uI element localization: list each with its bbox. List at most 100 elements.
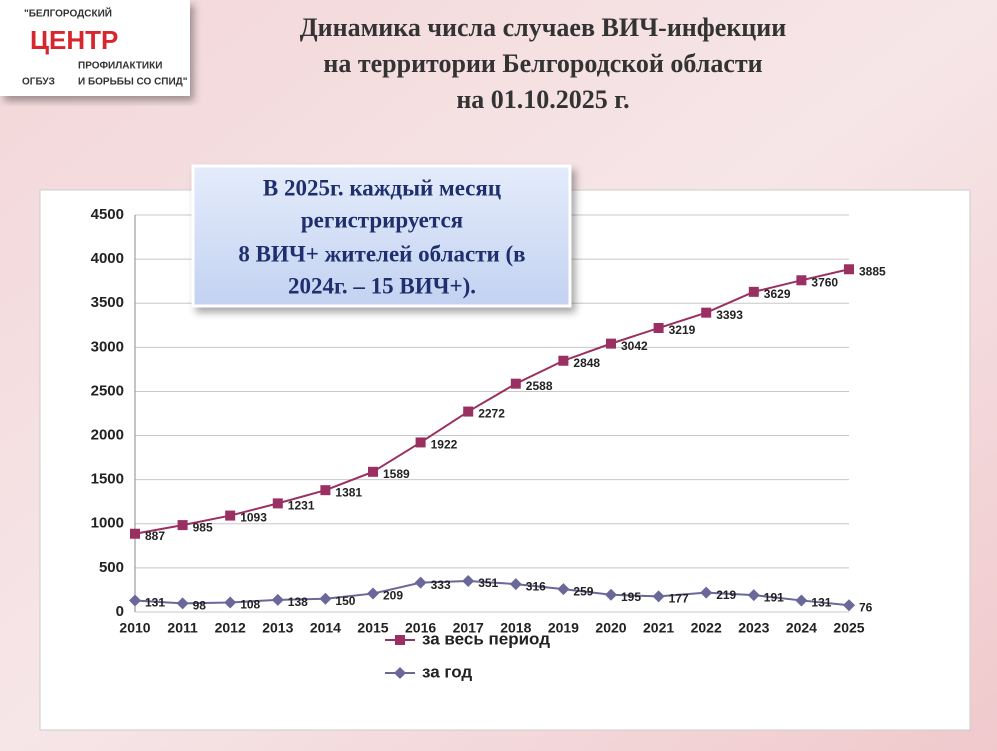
data-label: 3885: [859, 264, 886, 278]
data-point: [557, 583, 570, 596]
x-tick-label: 2018: [500, 620, 531, 636]
data-point: [606, 338, 616, 349]
data-label: 1381: [335, 485, 362, 499]
logo-text: "БЕЛГОРОДСКИЙ: [24, 7, 112, 20]
x-tick-label: 2022: [691, 620, 722, 636]
data-point: [795, 594, 808, 607]
data-point: [319, 592, 332, 605]
legend-label: за весь период: [422, 629, 550, 648]
callout-text: В 2025г. каждый месяц: [263, 175, 501, 200]
y-tick-label: 0: [116, 603, 124, 620]
data-label: 177: [669, 592, 689, 606]
x-tick-label: 2010: [119, 620, 150, 636]
y-tick-label: 500: [99, 559, 124, 576]
x-tick-label: 2014: [310, 620, 341, 636]
data-point: [271, 593, 284, 606]
x-tick-label: 2025: [833, 620, 864, 636]
data-label: 76: [859, 600, 873, 614]
x-tick-label: 2019: [548, 620, 579, 636]
x-tick-label: 2011: [167, 620, 198, 636]
data-point: [796, 275, 807, 286]
data-label: 1589: [383, 467, 410, 481]
y-tick-label: 1500: [91, 471, 124, 488]
data-label: 219: [716, 588, 736, 602]
data-point: [225, 510, 236, 521]
data-point: [700, 586, 713, 599]
data-label: 316: [526, 579, 546, 593]
data-point: [129, 594, 141, 607]
data-label: 2848: [573, 356, 600, 370]
data-point: [652, 590, 665, 603]
data-point: [368, 466, 378, 477]
data-point: [463, 406, 474, 417]
legend-marker: [394, 667, 406, 679]
data-point: [177, 520, 188, 531]
data-label: 1093: [240, 511, 267, 525]
data-point: [843, 599, 855, 612]
x-tick-label: 2015: [357, 620, 388, 636]
data-label: 2588: [526, 379, 553, 393]
data-label: 3760: [811, 275, 838, 289]
data-point: [320, 485, 331, 496]
data-label: 195: [621, 590, 641, 604]
data-point: [176, 597, 189, 610]
data-label: 3042: [621, 339, 648, 353]
x-tick-label: 2013: [262, 620, 293, 636]
series-line: [134, 580, 850, 607]
x-tick-label: 2023: [738, 620, 769, 636]
logo-text: ОГБУЗ: [22, 77, 55, 88]
x-tick-label: 2016: [405, 620, 436, 636]
logo-text: ЦЕНТР: [30, 25, 118, 55]
logo-box: [0, 0, 190, 96]
y-tick-label: 4500: [91, 206, 124, 223]
data-point: [367, 587, 379, 600]
legend-label: за год: [422, 662, 472, 681]
data-label: 138: [288, 595, 308, 609]
data-label: 333: [431, 578, 451, 592]
data-point: [224, 596, 237, 609]
title: на территории Белгородской области: [323, 49, 762, 78]
logo-text: ПРОФИЛАКТИКИ: [78, 61, 162, 72]
data-point: [701, 307, 712, 318]
data-label: 1922: [431, 438, 458, 452]
series-line: [134, 268, 850, 535]
x-tick-label: 2020: [595, 620, 626, 636]
data-label: 150: [335, 594, 355, 608]
data-point: [415, 437, 426, 448]
data-label: 191: [764, 590, 784, 604]
y-tick-label: 4000: [91, 250, 124, 267]
callout-box: [191, 164, 572, 308]
y-tick-label: 1000: [91, 515, 124, 532]
legend-marker: [395, 635, 405, 645]
data-point: [272, 498, 283, 509]
data-point: [509, 578, 522, 591]
data-label: 985: [193, 520, 213, 534]
data-label: 1231: [288, 499, 315, 513]
data-point: [653, 323, 664, 334]
data-point: [605, 588, 617, 601]
y-tick-label: 3500: [91, 294, 124, 311]
x-tick-label: 2024: [786, 620, 817, 636]
logo-text: И БОРЬБЫ СО СПИД": [78, 77, 188, 88]
data-label: 887: [145, 529, 165, 543]
data-point: [510, 378, 521, 389]
y-tick-label: 2500: [91, 382, 124, 399]
x-tick-label: 2021: [643, 620, 674, 636]
y-tick-label: 3000: [91, 338, 124, 355]
data-label: 131: [811, 596, 831, 610]
data-point: [748, 286, 759, 297]
data-label: 2272: [478, 407, 505, 421]
callout-text: 8 ВИЧ+ жителей области (в: [238, 241, 525, 266]
data-label: 259: [573, 584, 593, 598]
title: на 01.10.2025 г.: [456, 85, 629, 114]
data-point: [462, 575, 475, 588]
data-point: [844, 264, 854, 275]
data-label: 108: [240, 598, 260, 612]
data-label: 98: [193, 599, 207, 613]
data-point: [747, 589, 760, 602]
data-point: [558, 355, 569, 366]
callout-text: регистрируется: [301, 207, 463, 232]
x-tick-label: 2012: [215, 620, 246, 636]
data-label: 3219: [669, 323, 696, 337]
